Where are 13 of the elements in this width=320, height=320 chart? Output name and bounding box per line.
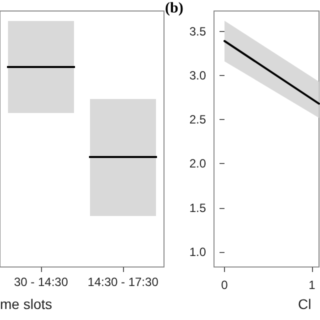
category-label: 14:30 - 17:30 [88, 275, 159, 289]
y-tick-label: 3.0 [189, 68, 206, 82]
text: me slots [0, 296, 52, 312]
x-tick-label: 1 [308, 278, 316, 292]
y-tick-label: 2.0 [189, 156, 206, 171]
x-axis-title: Cl [298, 296, 312, 312]
chart-title: (b) [165, 0, 184, 16]
category-label: 30 - 14:30 [14, 275, 68, 289]
y-tick-label: 3.5 [189, 24, 206, 38]
y-tick-label: 1.0 [189, 244, 206, 259]
y-tick-label: 2.5 [189, 112, 206, 127]
x-tick-label: 0 [221, 278, 228, 292]
y-tick-label: 1.5 [189, 200, 206, 215]
